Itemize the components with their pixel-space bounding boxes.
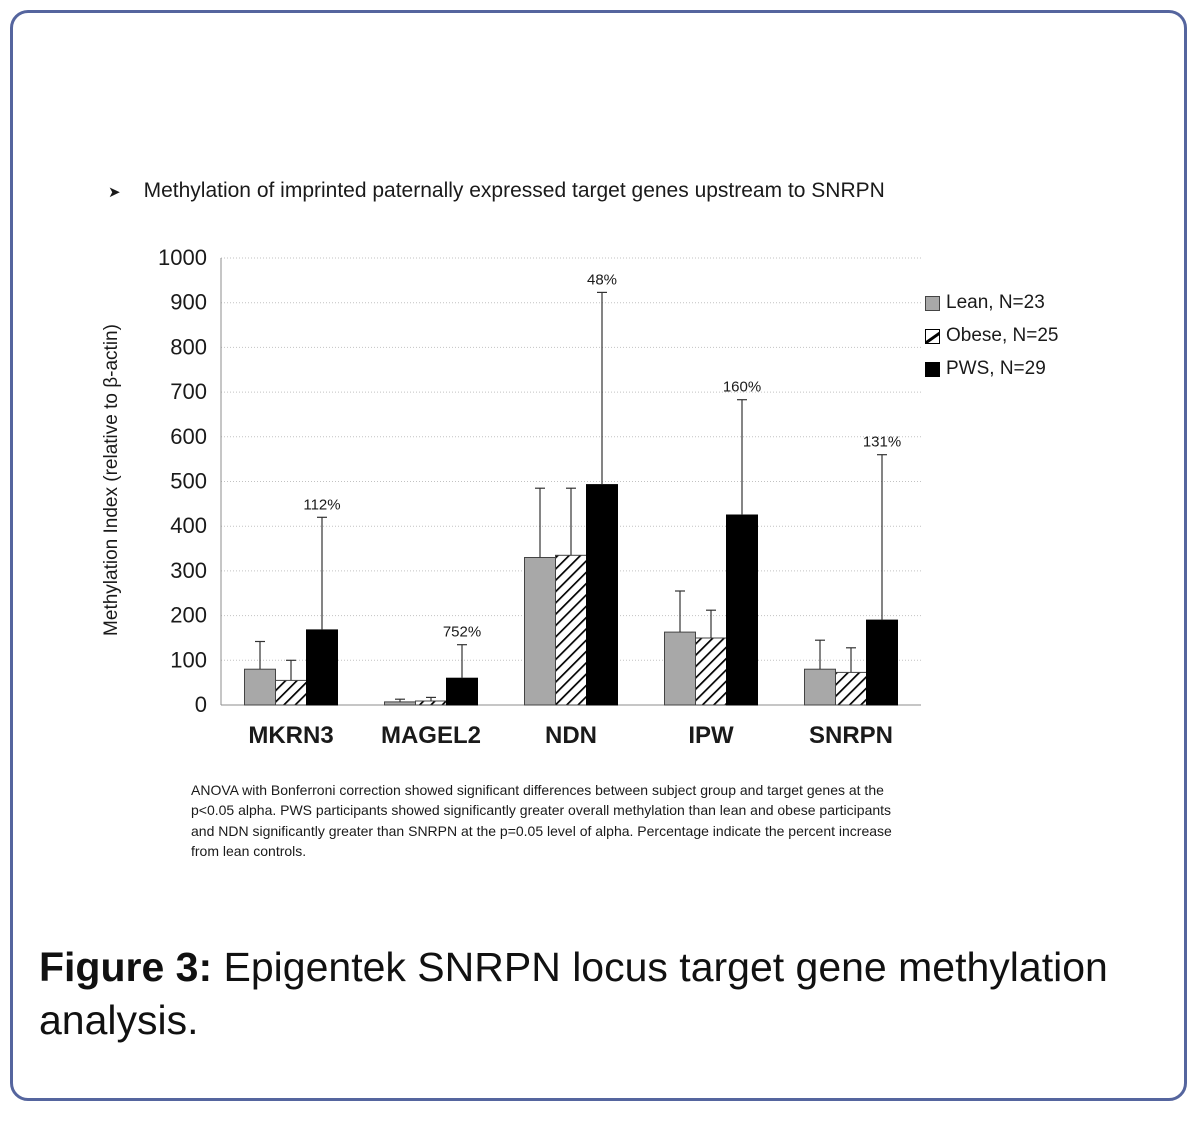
svg-text:800: 800: [170, 334, 207, 359]
svg-text:100: 100: [170, 647, 207, 672]
svg-text:112%: 112%: [303, 496, 340, 513]
svg-text:400: 400: [170, 513, 207, 538]
svg-text:500: 500: [170, 469, 207, 494]
svg-text:200: 200: [170, 603, 207, 628]
svg-text:300: 300: [170, 558, 207, 583]
svg-text:700: 700: [170, 379, 207, 404]
svg-text:MAGEL2: MAGEL2: [381, 722, 481, 749]
svg-text:752%: 752%: [443, 624, 481, 641]
svg-text:MKRN3: MKRN3: [248, 722, 333, 749]
svg-text:0: 0: [195, 692, 207, 717]
svg-text:48%: 48%: [587, 271, 617, 288]
svg-text:SNRPN: SNRPN: [809, 722, 893, 749]
svg-text:160%: 160%: [723, 379, 761, 396]
svg-text:131%: 131%: [863, 434, 901, 451]
svg-text:IPW: IPW: [688, 722, 734, 749]
svg-text:600: 600: [170, 424, 207, 449]
svg-text:NDN: NDN: [545, 722, 597, 749]
svg-text:1000: 1000: [158, 245, 207, 270]
svg-text:900: 900: [170, 290, 207, 315]
